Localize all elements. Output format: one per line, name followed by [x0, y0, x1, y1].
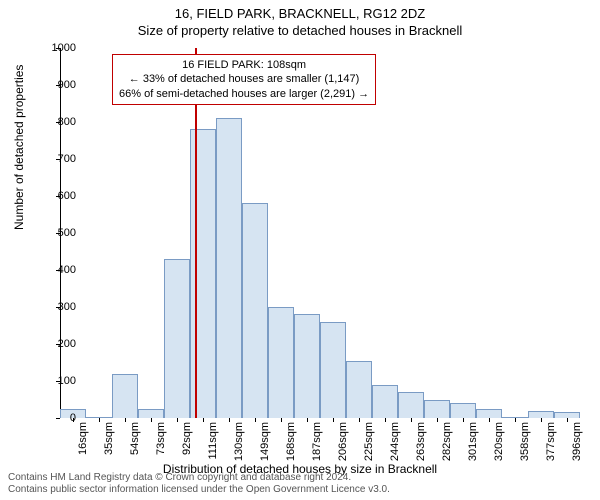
bar — [138, 409, 164, 418]
x-tick — [515, 418, 516, 422]
page-subtitle: Size of property relative to detached ho… — [0, 21, 600, 38]
y-tick-label: 700 — [58, 153, 76, 165]
bar — [268, 307, 294, 418]
x-tick-label: 54sqm — [129, 422, 141, 455]
bar — [424, 400, 450, 419]
bar — [528, 411, 554, 418]
y-tick-label: 200 — [58, 338, 76, 350]
page-title: 16, FIELD PARK, BRACKNELL, RG12 2DZ — [0, 0, 600, 21]
y-tick-label: 800 — [58, 116, 76, 128]
bar — [112, 374, 138, 418]
bar — [450, 403, 476, 418]
chart-area: 16sqm35sqm54sqm73sqm92sqm111sqm130sqm149… — [60, 48, 580, 418]
y-tick-label: 100 — [58, 375, 76, 387]
x-tick-label: 16sqm — [77, 422, 89, 455]
bar — [346, 361, 372, 418]
y-tick — [56, 418, 60, 419]
y-tick-label: 500 — [58, 227, 76, 239]
x-tick-label: 130sqm — [233, 422, 245, 461]
x-tick-label: 73sqm — [155, 422, 167, 455]
x-tick-label: 168sqm — [285, 422, 297, 461]
x-tick — [567, 418, 568, 422]
x-tick — [541, 418, 542, 422]
x-tick — [463, 418, 464, 422]
y-tick-label: 300 — [58, 301, 76, 313]
bar — [398, 392, 424, 418]
callout-box: 16 FIELD PARK: 108sqm ← 33% of detached … — [112, 54, 376, 105]
x-tick-label: 244sqm — [389, 422, 401, 461]
x-tick — [125, 418, 126, 422]
x-tick-label: 187sqm — [311, 422, 323, 461]
x-tick — [333, 418, 334, 422]
x-tick-label: 320sqm — [493, 422, 505, 461]
callout-line1: 16 FIELD PARK: 108sqm — [119, 58, 369, 72]
x-tick-label: 301sqm — [467, 422, 479, 461]
x-tick-label: 358sqm — [519, 422, 531, 461]
x-tick-label: 263sqm — [415, 422, 427, 461]
x-tick-label: 92sqm — [181, 422, 193, 455]
y-axis-label: Number of detached properties — [12, 65, 26, 230]
x-tick-label: 377sqm — [545, 422, 557, 461]
x-tick — [99, 418, 100, 422]
x-tick-label: 206sqm — [337, 422, 349, 461]
footer-line2: Contains public sector information licen… — [8, 484, 390, 496]
x-tick-label: 35sqm — [103, 422, 115, 455]
x-tick-label: 149sqm — [259, 422, 271, 461]
x-tick-label: 396sqm — [571, 422, 583, 461]
x-tick — [203, 418, 204, 422]
x-tick — [255, 418, 256, 422]
x-tick — [177, 418, 178, 422]
bar — [372, 385, 398, 418]
x-tick — [151, 418, 152, 422]
bar — [190, 129, 216, 418]
x-tick — [411, 418, 412, 422]
y-tick-label: 600 — [58, 190, 76, 202]
x-tick-label: 282sqm — [441, 422, 453, 461]
y-tick-label: 0 — [70, 412, 76, 424]
x-tick — [489, 418, 490, 422]
y-tick-label: 900 — [58, 79, 76, 91]
x-tick-label: 225sqm — [363, 422, 375, 461]
callout-line2: ← 33% of detached houses are smaller (1,… — [119, 72, 369, 86]
x-tick — [229, 418, 230, 422]
bar — [294, 314, 320, 418]
bar — [320, 322, 346, 418]
callout-line3: 66% of semi-detached houses are larger (… — [119, 87, 369, 101]
x-tick — [307, 418, 308, 422]
x-tick-label: 111sqm — [207, 422, 219, 460]
x-tick — [281, 418, 282, 422]
bar — [164, 259, 190, 418]
bar — [216, 118, 242, 418]
bar — [476, 409, 502, 418]
bar — [242, 203, 268, 418]
y-tick-label: 1000 — [52, 42, 76, 54]
footer-attribution: Contains HM Land Registry data © Crown c… — [8, 472, 390, 496]
x-tick — [359, 418, 360, 422]
x-tick — [437, 418, 438, 422]
footer-line1: Contains HM Land Registry data © Crown c… — [8, 472, 390, 484]
x-tick — [385, 418, 386, 422]
y-tick-label: 400 — [58, 264, 76, 276]
